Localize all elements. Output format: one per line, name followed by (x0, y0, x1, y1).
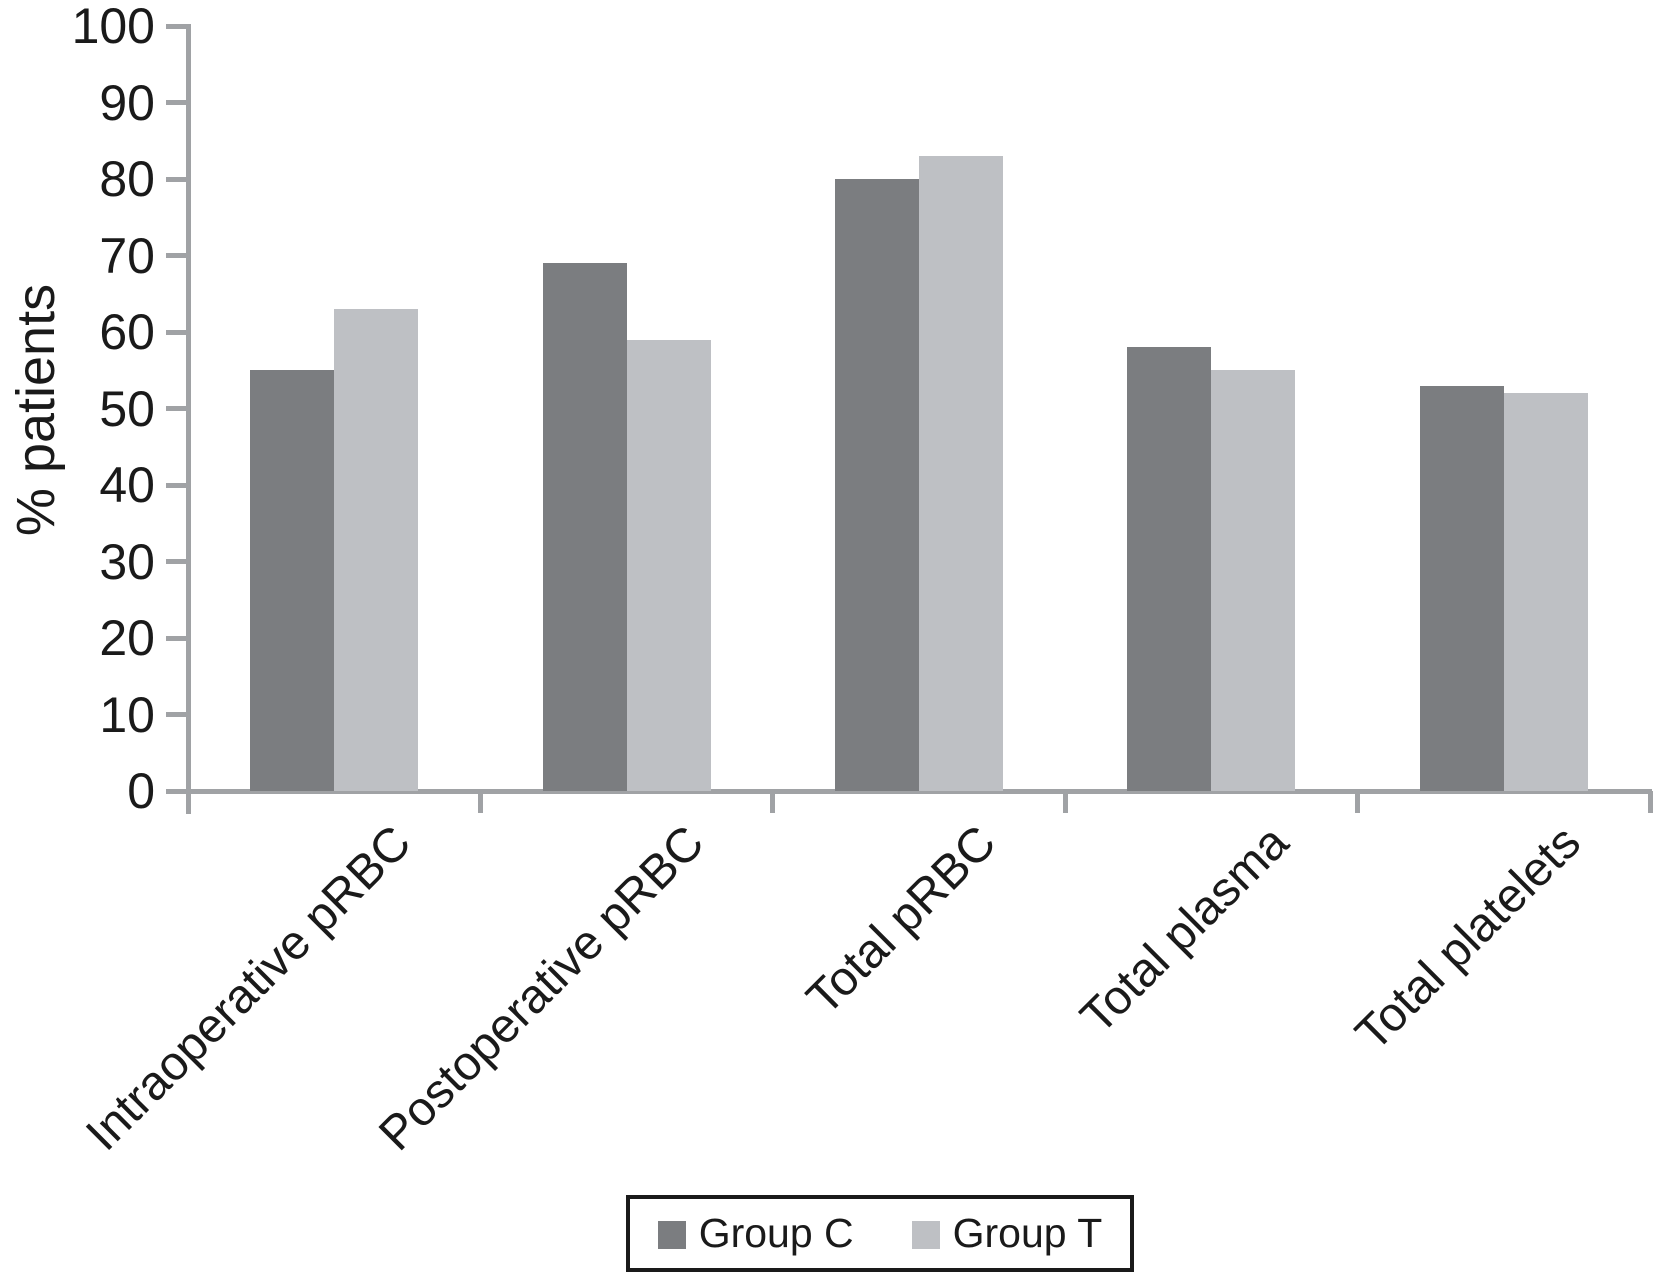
y-tick-label-90: 90 (99, 74, 155, 131)
y-tick-label-70: 70 (99, 227, 155, 284)
bar-group-c-total-prbc (835, 179, 919, 791)
x-tick-2 (770, 791, 776, 813)
legend-label-group-c: Group C (698, 1210, 854, 1256)
x-tick-1 (477, 791, 483, 813)
y-tick-10 (166, 712, 188, 717)
y-tick-50 (166, 406, 188, 411)
legend-label-group-t: Group T (952, 1210, 1103, 1256)
bar-group-c-intraoperative-prbc (250, 370, 335, 791)
x-tick-4 (1355, 791, 1361, 813)
y-tick-label-30: 30 (99, 533, 155, 590)
y-tick-0 (166, 788, 188, 794)
bar-group-c-total-platelets (1419, 385, 1504, 791)
x-label-postoperative-prbc: Postoperative pRBC (368, 815, 714, 1161)
y-tick-20 (166, 635, 188, 641)
x-tick-5 (1647, 791, 1653, 813)
y-tick-30 (166, 559, 188, 564)
legend-item-group-c: Group C (657, 1210, 854, 1256)
y-tick-label-0: 0 (127, 763, 155, 819)
y-tick-60 (166, 329, 188, 335)
x-label-total-prbc: Total pRBC (797, 815, 1007, 1026)
y-axis-line (185, 24, 191, 814)
legend-swatch-group-t (911, 1220, 940, 1249)
y-tick-label-100: 100 (71, 0, 155, 54)
legend-item-group-t: Group T (911, 1210, 1103, 1256)
y-tick-label-60: 60 (99, 304, 155, 360)
y-tick-label-40: 40 (99, 457, 155, 513)
x-tick-3 (1062, 791, 1068, 813)
y-tick-label-10: 10 (99, 686, 155, 743)
y-tick-90 (166, 100, 188, 105)
legend: Group C Group T (626, 1195, 1134, 1272)
y-tick-label-50: 50 (99, 380, 155, 437)
bar-group-c-total-plasma (1127, 347, 1212, 791)
y-tick-70 (166, 253, 188, 258)
bar-group-t-postoperative-prbc (626, 339, 711, 791)
x-label-total-plasma: Total plasma (1070, 815, 1299, 1044)
bar-group-t-total-plasma (1211, 370, 1296, 791)
y-tick-label-20: 20 (99, 610, 155, 666)
x-tick-0 (185, 791, 191, 813)
x-label-total-platelets: Total platelets (1346, 815, 1592, 1061)
bar-group-t-intraoperative-prbc (334, 309, 419, 791)
y-tick-100 (166, 23, 188, 29)
y-tick-label-80: 80 (99, 151, 155, 207)
bar-group-t-total-prbc (919, 156, 1003, 791)
y-tick-40 (166, 482, 188, 488)
legend-swatch-group-c (657, 1220, 686, 1249)
y-tick-80 (166, 176, 188, 182)
x-label-intraoperative-prbc: Intraoperative pRBC (76, 815, 422, 1161)
bar-group-c-postoperative-prbc (542, 263, 627, 791)
bar-group-t-total-platelets (1503, 393, 1588, 791)
x-axis-line (166, 788, 1652, 794)
